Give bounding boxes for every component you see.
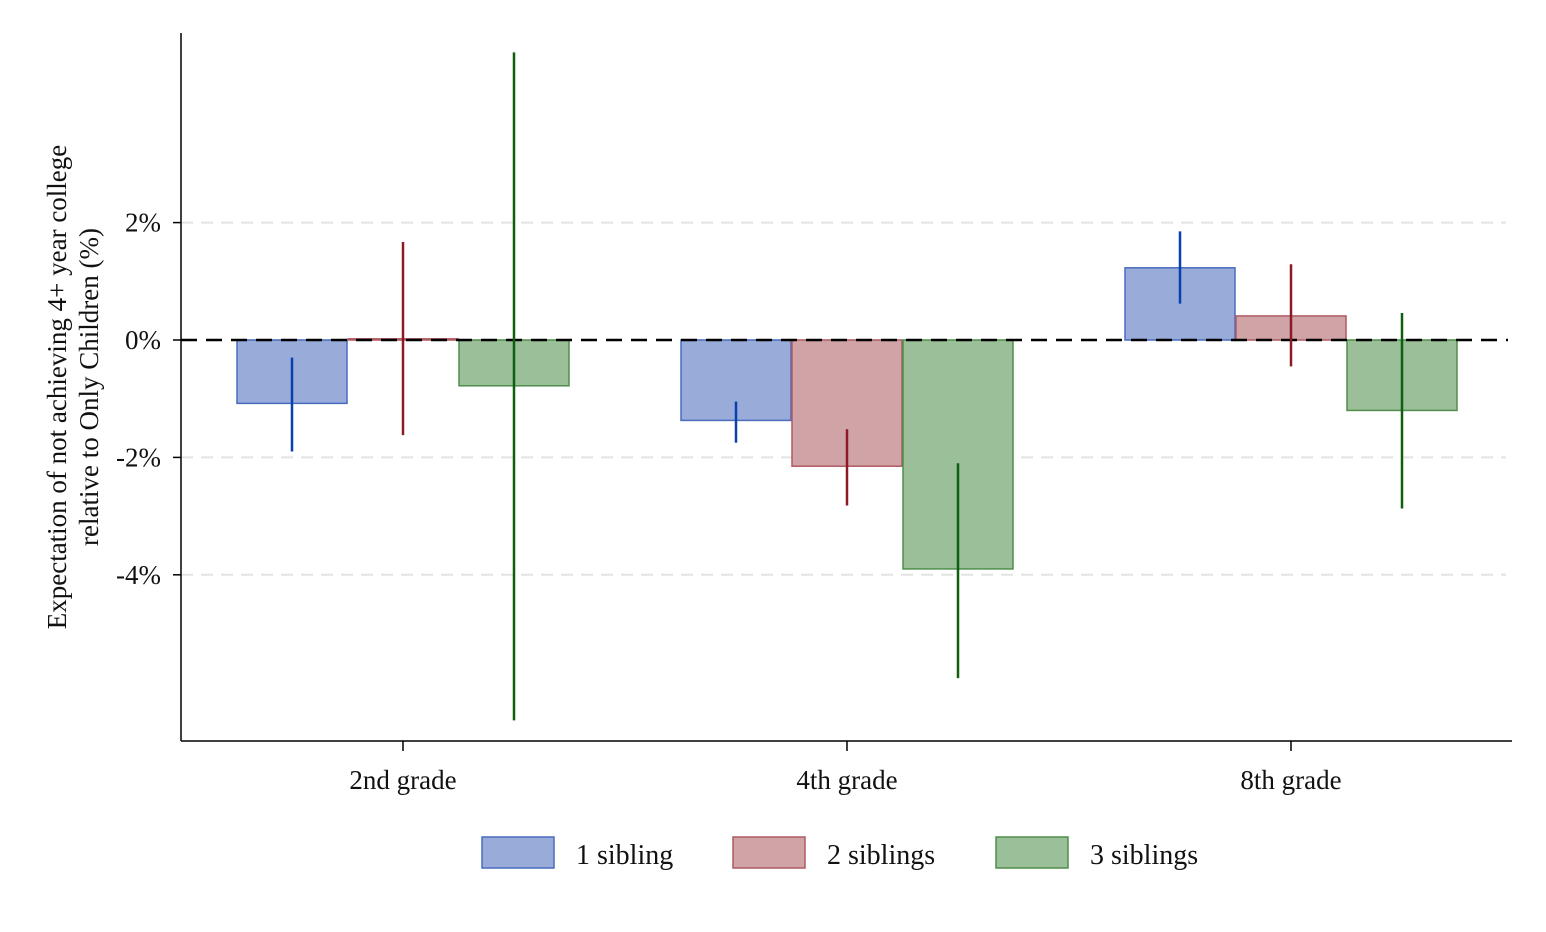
- y-tick-label: 0%: [125, 325, 161, 355]
- legend-swatch-1: [481, 836, 555, 869]
- y-axis-label-line-1: Expectation of not achieving 4+ year col…: [42, 145, 72, 630]
- confidence-intervals: [290, 52, 1404, 721]
- legend: 1 sibling 2 siblings 3 siblings: [481, 836, 1198, 871]
- y-ticks: 2% 0% -2% -4%: [116, 208, 181, 590]
- legend-label-3: 3 siblings: [1090, 840, 1198, 871]
- legend-label-1: 1 sibling: [576, 840, 673, 871]
- legend-label-2: 2 siblings: [827, 840, 935, 871]
- x-ticks: 2nd grade 4th grade 8th grade: [349, 741, 1342, 795]
- y-tick-label: -4%: [116, 560, 161, 590]
- bars: [236, 267, 1458, 570]
- y-axis-label: Expectation of not achieving 4+ year col…: [42, 145, 104, 630]
- y-tick-label: -2%: [116, 442, 161, 472]
- x-tick-label: 4th grade: [796, 765, 897, 795]
- legend-swatch-2: [732, 836, 806, 869]
- y-axis-label-line-2: relative to Only Children (%): [74, 228, 104, 546]
- x-tick-label: 2nd grade: [349, 765, 456, 795]
- x-tick-label: 8th grade: [1240, 765, 1341, 795]
- legend-swatch-3: [995, 836, 1069, 869]
- y-tick-label: 2%: [125, 208, 161, 238]
